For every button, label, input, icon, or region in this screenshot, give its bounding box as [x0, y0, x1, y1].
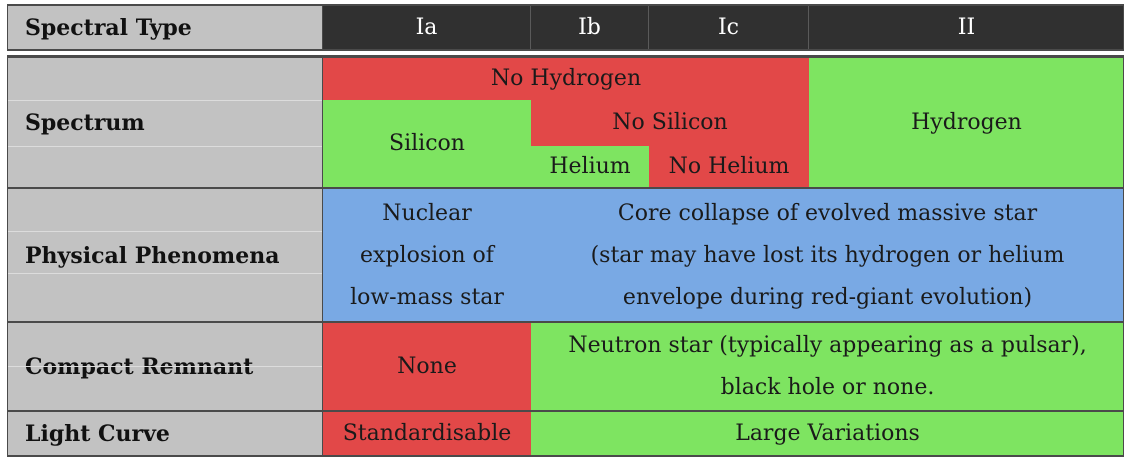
helium-cell: Helium	[531, 146, 649, 188]
ia-phenomena-cell: Nuclear explosion of low-mass star	[323, 189, 531, 322]
label-separator	[8, 366, 323, 367]
core-collapse-line-1: Core collapse of evolved massive star	[617, 200, 1038, 226]
light-curve-label: Light Curve	[7, 412, 323, 455]
spectrum-label: Spectrum	[7, 58, 323, 188]
ia-remnant-cell: None	[323, 323, 531, 411]
header-label: Spectral Type	[7, 6, 323, 49]
row-rule	[7, 321, 1124, 323]
ia-phenomena-line-2: explosion of	[360, 242, 494, 268]
type-ii-header: II	[809, 6, 1124, 49]
silicon-cell: Silicon	[323, 100, 531, 188]
type-ic-header: Ic	[649, 6, 809, 49]
type-ib-header: Ib	[531, 6, 649, 49]
physical-phenomena-label: Physical Phenomena	[7, 189, 323, 322]
row-rule	[7, 410, 1124, 412]
label-separator	[8, 146, 323, 147]
core-collapse-line-2: (star may have lost its hydrogen or heli…	[590, 242, 1065, 268]
no-silicon-cell: No Silicon	[531, 100, 809, 146]
header-rule	[7, 49, 1124, 51]
hydrogen-cell: Hydrogen	[809, 58, 1124, 188]
large-variations-cell: Large Variations	[531, 412, 1124, 455]
compact-remnant-label: Compact Remnant	[7, 323, 323, 411]
core-collapse-remnant-cell: Neutron star (typically appearing as a p…	[531, 323, 1124, 411]
ia-phenomena-line-3: low-mass star	[350, 284, 504, 310]
no-hydrogen-cell: No Hydrogen	[323, 58, 809, 100]
header-rule-lower	[7, 55, 1124, 58]
ia-light-curve-cell: Standardisable	[323, 412, 531, 455]
header-gap	[7, 51, 1124, 55]
core-collapse-phenomena-cell: Core collapse of evolved massive star (s…	[531, 189, 1124, 322]
label-separator	[8, 273, 323, 274]
row-rule	[7, 187, 1124, 189]
label-separator	[8, 100, 323, 101]
remnant-line-1: Neutron star (typically appearing as a p…	[568, 333, 1087, 358]
no-helium-cell: No Helium	[649, 146, 809, 188]
bottom-rule	[7, 455, 1124, 457]
label-column-divider	[322, 4, 323, 457]
core-collapse-line-3: envelope during red-giant evolution)	[622, 284, 1033, 310]
ia-phenomena-line-1: Nuclear	[382, 200, 472, 226]
top-rule	[7, 4, 1124, 6]
type-ia-header: Ia	[323, 6, 531, 49]
label-separator	[8, 231, 323, 232]
remnant-line-2: black hole or none.	[720, 375, 935, 400]
